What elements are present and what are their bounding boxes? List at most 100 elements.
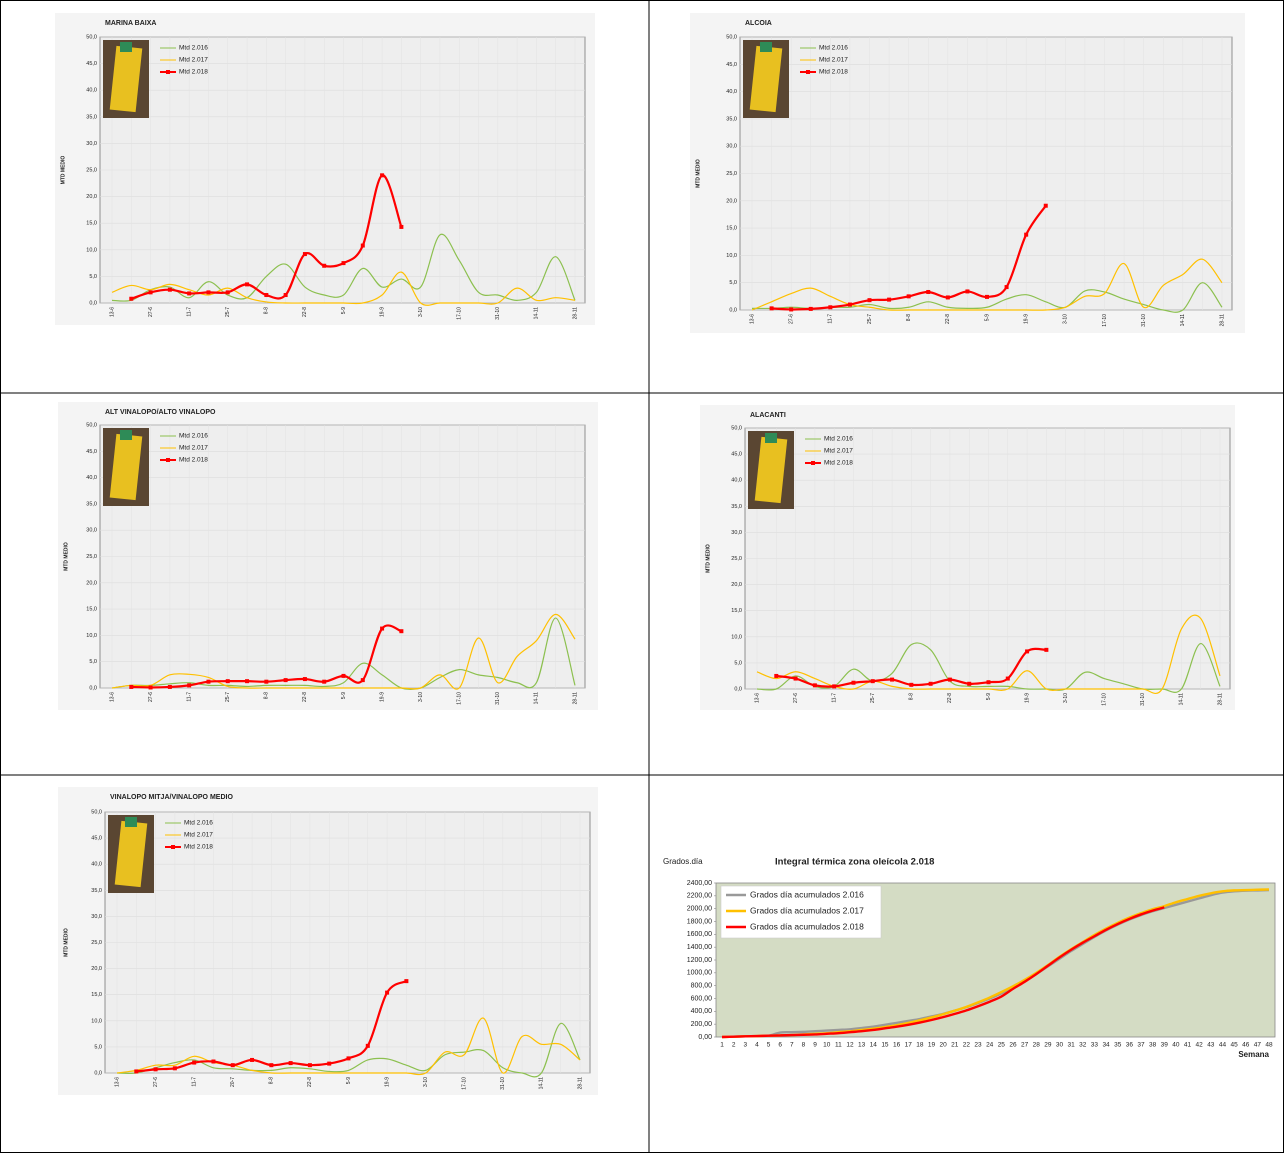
legend-label: Mtd 2.018 <box>824 460 853 467</box>
x-tick-label: 5-9 <box>986 693 992 700</box>
data-point <box>1024 232 1029 237</box>
legend-label: Grados día acumulados 2.016 <box>750 889 864 899</box>
chart-title: VINALOPO MITJA/VINALOPO MEDIO <box>110 794 233 801</box>
data-point <box>832 684 837 689</box>
data-point <box>167 287 172 292</box>
y-tick-label: 10,0 <box>91 1018 102 1024</box>
series-line <box>116 1022 581 1078</box>
x-tick-label: 14-11 <box>534 692 540 705</box>
x-tick-label: 22 <box>963 1042 971 1049</box>
legend-marker <box>811 461 815 465</box>
data-point <box>380 626 385 631</box>
y-tick-label: 15,0 <box>91 992 102 998</box>
x-tick-label: 16 <box>893 1042 901 1049</box>
x-tick-label: 27-6 <box>153 1077 159 1087</box>
y-tick-label: 0,00 <box>698 1034 712 1041</box>
data-point <box>789 307 794 312</box>
x-tick-label: 13-6 <box>114 1077 120 1087</box>
y-tick-label: 0,0 <box>729 307 737 313</box>
data-point <box>134 1069 139 1074</box>
x-tick-label: 5-9 <box>984 314 990 321</box>
series-line <box>111 613 576 690</box>
x-tick-label: 28-11 <box>1219 314 1225 327</box>
y-tick-label: 15,0 <box>731 608 742 614</box>
x-tick-label: 31-10 <box>500 1077 506 1090</box>
x-tick-label: 3 <box>743 1042 747 1049</box>
legend-label: Mtd 2.018 <box>179 457 208 464</box>
y-tick-label: 50,0 <box>726 34 737 40</box>
y-tick-label: 50,0 <box>731 425 742 431</box>
data-point <box>828 305 833 310</box>
data-point <box>847 302 852 307</box>
x-tick-label: 22-8 <box>302 307 308 317</box>
y-tick-label: 20,0 <box>86 194 97 200</box>
y-tick-label: 45,0 <box>86 61 97 67</box>
y-tick-label: 50,0 <box>91 809 102 815</box>
x-tick-label: 19-9 <box>379 692 385 702</box>
series-line <box>116 1017 581 1076</box>
data-point <box>153 1067 158 1072</box>
x-tick-label: 47 <box>1254 1042 1262 1049</box>
x-tick-label: 3-10 <box>1063 314 1069 324</box>
legend-box <box>720 885 882 939</box>
y-tick-label: 30,0 <box>726 144 737 150</box>
x-tick-label: 28-11 <box>572 692 578 705</box>
x-tick-label: 14 <box>870 1042 878 1049</box>
y-tick-label: 35,0 <box>731 504 742 510</box>
data-point <box>322 679 327 684</box>
x-tick-label: 19-9 <box>379 307 385 317</box>
data-point <box>967 681 972 686</box>
x-tick-label: 31-10 <box>1141 314 1147 327</box>
y-tick-label: 20,0 <box>91 966 102 972</box>
y-tick-label: 15,0 <box>86 221 97 227</box>
data-point <box>1005 676 1010 681</box>
x-tick-label: 7 <box>790 1042 794 1049</box>
data-point <box>346 1056 351 1061</box>
x-tick-label: 17-10 <box>457 692 463 705</box>
data-point <box>380 173 385 178</box>
x-tick-label: 35 <box>1114 1042 1122 1049</box>
y-tick-label: 30,0 <box>86 141 97 147</box>
x-tick-label: 8-8 <box>264 692 270 699</box>
x-tick-label: 11-7 <box>186 307 192 317</box>
data-point <box>245 679 250 684</box>
data-point <box>986 680 991 685</box>
x-tick-label: 22-8 <box>307 1077 313 1087</box>
x-tick-label: 3-10 <box>1063 693 1069 703</box>
legend-marker <box>166 458 170 462</box>
data-point <box>1025 649 1030 654</box>
data-point <box>926 289 931 294</box>
x-tick-label: 13-6 <box>749 314 755 324</box>
y-tick-label: 30,0 <box>731 530 742 536</box>
chart-title: Integral térmica zona oleícola 2.018 <box>775 857 934 868</box>
x-tick-label: 8 <box>802 1042 806 1049</box>
y-tick-label: 5,0 <box>89 274 97 280</box>
x-tick-label: 27-6 <box>788 314 794 324</box>
data-point <box>264 293 269 298</box>
x-tick-label: 27-6 <box>793 693 799 703</box>
x-tick-label: 5-9 <box>346 1077 352 1084</box>
y-tick-label: 25,0 <box>86 554 97 560</box>
data-point <box>360 243 365 248</box>
x-tick-label: 44 <box>1219 1042 1227 1049</box>
y-axis-label: MTD MEDIO <box>63 928 69 957</box>
x-tick-label: 39 <box>1161 1042 1169 1049</box>
legend-label: Mtd 2.016 <box>179 45 208 52</box>
data-point <box>129 684 134 689</box>
data-point <box>192 1060 197 1065</box>
data-point <box>1044 647 1049 652</box>
x-tick-label: 13-6 <box>109 692 115 702</box>
x-axis-label: Semana <box>1238 1050 1269 1059</box>
x-tick-label: 14-11 <box>534 307 540 320</box>
legend-label: Mtd 2.018 <box>179 69 208 76</box>
data-point <box>1004 285 1009 290</box>
y-axis-label: Grados.día <box>663 857 703 866</box>
y-tick-label: 20,0 <box>726 198 737 204</box>
x-tick-label: 3-10 <box>423 1077 429 1087</box>
x-tick-label: 11-7 <box>828 314 834 324</box>
y-tick-label: 0,0 <box>89 685 97 691</box>
legend-marker <box>166 70 170 74</box>
x-tick-label: 17 <box>905 1042 913 1049</box>
data-point <box>870 679 875 684</box>
